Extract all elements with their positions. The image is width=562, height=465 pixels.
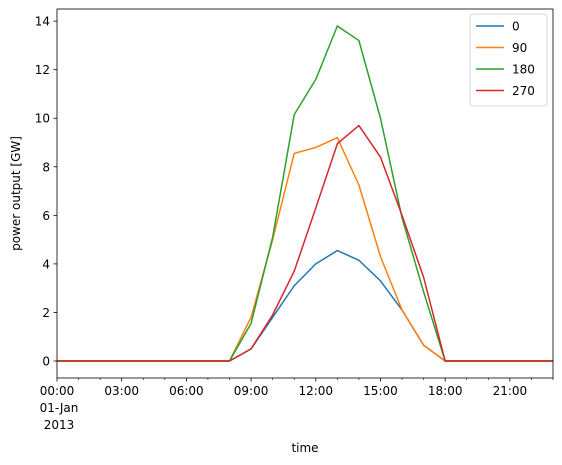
x-tick-label: 00:00 (40, 384, 75, 398)
series-layer (57, 25, 553, 362)
x-tick-label: 03:00 (104, 384, 139, 398)
series-line-270 (57, 124, 553, 362)
legend-label-270: 270 (512, 84, 535, 98)
x-tick-label: 09:00 (234, 384, 269, 398)
x-tick-label: 15:00 (363, 384, 398, 398)
y-tick-label: 4 (42, 257, 50, 271)
legend-label-90: 90 (512, 41, 527, 55)
y-tick-label: 0 (42, 355, 50, 369)
y-tick-label: 6 (42, 209, 50, 223)
x-tick-label: 12:00 (298, 384, 333, 398)
x-date-label-day: 01-Jan (40, 401, 79, 415)
y-tick-label: 10 (35, 112, 50, 126)
legend: 0 90 180 270 (469, 13, 548, 107)
y-tick-label: 8 (42, 160, 50, 174)
x-date-label-year: 2013 (44, 418, 75, 432)
x-axis: 00:00 03:00 06:00 09:00 12:00 15:00 18:00 21:00 (40, 378, 554, 398)
legend-label-180: 180 (512, 63, 535, 77)
y-axis: 0 2 4 6 8 10 12 14 (35, 15, 57, 369)
x-tick-label: 06:00 (169, 384, 204, 398)
plot-frame (56, 8, 554, 379)
y-tick-label: 2 (42, 306, 50, 320)
y-tick-label: 12 (35, 63, 50, 77)
series-line-0 (57, 249, 553, 362)
legend-box (469, 13, 548, 107)
x-tick-label: 21:00 (493, 384, 528, 398)
y-tick-label: 14 (35, 15, 50, 29)
legend-label-0: 0 (512, 20, 520, 34)
y-axis-label: power output [GW] (9, 136, 23, 251)
series-line-90 (57, 136, 553, 362)
x-tick-label: 18:00 (428, 384, 463, 398)
x-axis-label: time (291, 441, 318, 455)
